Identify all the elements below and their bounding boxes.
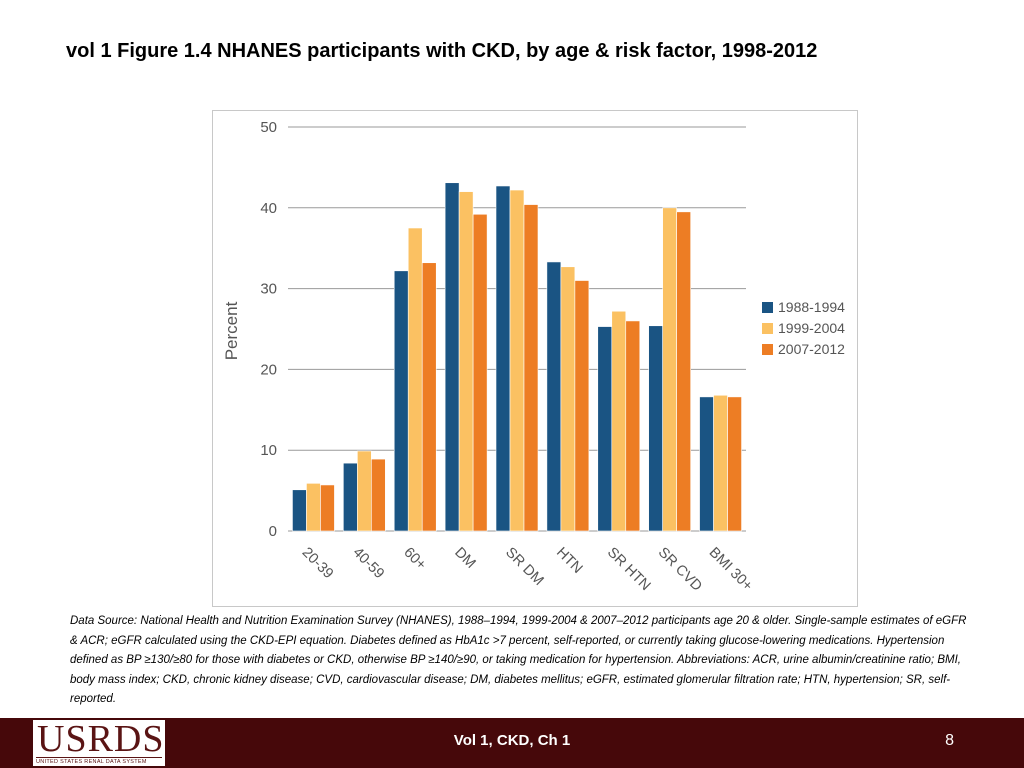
bar-60--2007-2012: [421, 262, 437, 532]
bar-sr-htn-2007-2012: [625, 320, 641, 532]
y-tick-label: 10: [260, 442, 277, 459]
logo-text: USRDS: [37, 718, 165, 760]
bar-sr-dm-2007-2012: [523, 204, 539, 532]
bars: [292, 182, 742, 532]
y-tick-labels: 0 10 20 30 40 50: [260, 119, 277, 540]
x-tick-label: DM: [451, 545, 478, 572]
x-tick-label: BMI 30+: [706, 545, 756, 595]
bar-htn-1999-2004: [560, 266, 576, 532]
footer-section-label: Vol 1, CKD, Ch 1: [453, 732, 571, 749]
data-source-note: Data Source: National Health and Nutriti…: [70, 615, 967, 705]
x-tick-label: 60+: [400, 545, 429, 574]
x-tick-label: 40-59: [350, 545, 388, 583]
x-tick-label: SR HTN: [604, 545, 653, 594]
bar-sr-cvd-1988-1994: [648, 325, 663, 532]
legend-swatch-1988-1994: [762, 302, 773, 313]
bar-dm-1999-2004: [458, 191, 474, 532]
y-axis-title: Percent: [222, 301, 241, 360]
bar-20-39-1988-1994: [292, 489, 307, 532]
legend: 1988-1994 1999-2004 2007-2012: [762, 299, 845, 357]
x-tick-label: SR DM: [502, 545, 546, 589]
x-tick-label: HTN: [553, 545, 585, 577]
bar-sr-cvd-1999-2004: [662, 207, 677, 532]
legend-swatch-2007-2012: [762, 344, 773, 355]
x-tick-labels: 20-39 40-59 60+ DM SR DM HTN SR HTN SR CVD BMI 3…: [299, 545, 756, 595]
bar-60--1999-2004: [407, 227, 423, 532]
bar-sr-dm-1999-2004: [509, 189, 525, 532]
x-tick-label: 20-39: [299, 545, 337, 583]
legend-label-2007-2012: 2007-2012: [778, 341, 845, 357]
bar-bmi-30--2007-2012: [727, 396, 742, 532]
bar-dm-2007-2012: [472, 213, 488, 532]
bar-20-39-1999-2004: [306, 483, 321, 532]
y-tick-label: 30: [260, 281, 277, 298]
bar-bmi-30--1999-2004: [713, 394, 728, 532]
bar-bmi-30--1988-1994: [699, 396, 714, 532]
legend-label-1988-1994: 1988-1994: [778, 299, 845, 315]
bar-sr-cvd-2007-2012: [676, 211, 691, 532]
logo-subtext: UNITED STATES RENAL DATA SYSTEM: [36, 759, 147, 765]
page-number: 8: [945, 732, 954, 749]
bar-20-39-2007-2012: [320, 484, 335, 532]
bar-40-59-1999-2004: [357, 450, 372, 532]
usrds-logo: USRDS UNITED STATES RENAL DATA SYSTEM: [33, 720, 165, 766]
legend-label-1999-2004: 1999-2004: [778, 320, 845, 336]
x-tick-label: SR CVD: [655, 545, 705, 595]
bar-sr-htn-1988-1994: [597, 326, 613, 532]
y-tick-label: 50: [260, 119, 277, 136]
legend-swatch-1999-2004: [762, 323, 773, 334]
bar-htn-1988-1994: [546, 261, 562, 532]
chart-frame: 0 10 20 30 40 50 20-39 40-59 60+ DM SR DM HTN SR HT…: [212, 110, 858, 607]
bar-htn-2007-2012: [574, 280, 590, 532]
bar-40-59-2007-2012: [371, 458, 386, 532]
y-tick-label: 20: [260, 361, 277, 378]
y-tick-label: 40: [260, 200, 277, 217]
bar-60--1988-1994: [393, 270, 409, 532]
bar-sr-dm-1988-1994: [495, 185, 511, 532]
footer-bar: USRDS UNITED STATES RENAL DATA SYSTEM Vo…: [0, 718, 1024, 768]
logo-rule: [36, 757, 162, 758]
bar-40-59-1988-1994: [343, 462, 358, 532]
bar-sr-htn-1999-2004: [611, 310, 627, 532]
slide-title: vol 1 Figure 1.4 NHANES participants wit…: [66, 40, 818, 62]
bar-dm-1988-1994: [444, 182, 460, 532]
bar-chart: 0 10 20 30 40 50 20-39 40-59 60+ DM SR DM HTN SR HT…: [222, 119, 845, 595]
y-tick-label: 0: [269, 523, 277, 540]
